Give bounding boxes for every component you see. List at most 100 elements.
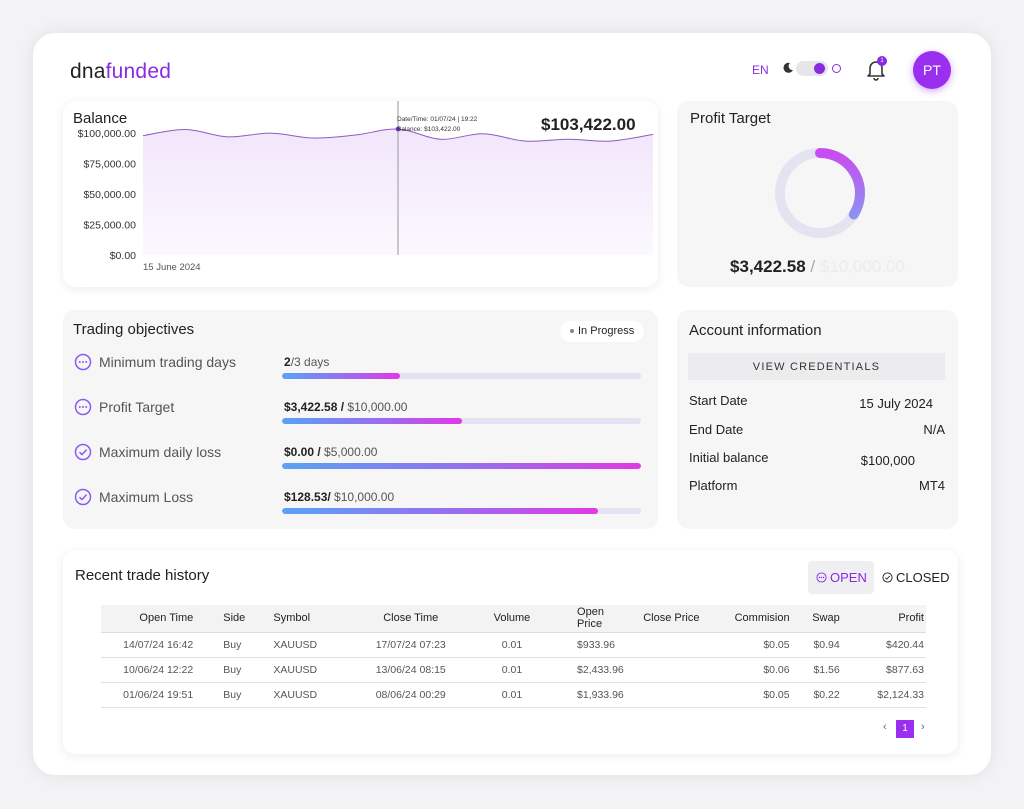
y-tick-label: $0.00 [110, 250, 136, 262]
trading-objectives-card: Trading objectives In Progress Minimum t… [63, 310, 658, 529]
language-selector[interactable]: EN [752, 63, 769, 77]
table-cell: $0.05 [711, 632, 794, 658]
x-axis-label: 15 June 2024 [143, 262, 201, 273]
table-cell [631, 657, 712, 683]
trade-history-card: Recent trade history OPEN CLOSED Open Ti… [63, 550, 958, 754]
objective-value: $3,422.58 / $10,000.00 [284, 400, 408, 414]
column-header[interactable]: Close Time [340, 605, 481, 633]
prev-page-button[interactable]: ‹ [883, 721, 887, 733]
profit-values: $3,422.58 / $10,000.00 [677, 257, 958, 277]
dots-circle-icon [74, 398, 92, 416]
tab-open-label: OPEN [830, 570, 867, 585]
column-header[interactable]: Open Price [543, 605, 632, 633]
avatar[interactable]: PT [913, 51, 951, 89]
balance-card: Balance $100,000.00 $75,000.00 $50,000.00 $… [63, 101, 658, 287]
table-cell: 08/06/24 00:29 [340, 682, 481, 708]
table-cell: Buy [199, 682, 256, 708]
column-header[interactable]: Side [199, 605, 256, 633]
account-value: $100,000 [860, 453, 915, 468]
table-cell: 0.01 [480, 632, 544, 658]
profit-target-value: $10,000.00 [819, 257, 905, 276]
sun-icon [832, 64, 841, 73]
status-badge: In Progress [560, 321, 645, 342]
objective-min-days: Minimum trading days 2/3 days [63, 353, 658, 393]
objectives-title: Trading objectives [73, 321, 195, 338]
table-row[interactable]: 01/06/24 19:51 Buy XAUUSD 08/06/24 00:29… [101, 682, 926, 708]
check-circle-icon [74, 443, 92, 461]
y-tick-label: $50,000.00 [83, 189, 136, 201]
theme-toggle[interactable] [796, 61, 828, 76]
table-cell: 17/07/24 07:23 [340, 632, 481, 658]
account-value: MT4 [919, 478, 945, 493]
table-cell: XAUUSD [255, 657, 341, 683]
page-button[interactable]: 1 [896, 720, 914, 738]
donut-progress-arc [815, 148, 865, 220]
profit-target-card: Profit Target $3,422.58 / $10,000.00 [677, 101, 958, 287]
table-row[interactable]: 10/06/24 12:22 Buy XAUUSD 13/06/24 08:15… [101, 657, 926, 683]
progress-fill [282, 508, 598, 514]
dots-circle-icon [74, 353, 92, 371]
progress-fill [282, 418, 462, 424]
y-tick-label: $75,000.00 [83, 159, 136, 171]
column-header[interactable]: Volume [480, 605, 544, 633]
objective-progress-bar [282, 373, 641, 379]
table-cell: $877.63 [843, 657, 926, 683]
tab-closed[interactable]: CLOSED [874, 561, 957, 594]
table-cell: $2,433.96 [543, 657, 632, 683]
progress-fill [282, 373, 401, 379]
tab-open[interactable]: OPEN [808, 561, 874, 594]
table-cell: XAUUSD [255, 632, 341, 658]
objective-progress-bar [282, 463, 641, 469]
table-cell [631, 682, 712, 708]
account-value: N/A [923, 422, 945, 437]
account-information-card: Account information VIEW CREDENTIALS Sta… [677, 310, 958, 529]
account-title: Account information [689, 322, 822, 339]
account-key: Platform [689, 478, 738, 493]
column-header[interactable]: Profit [843, 605, 926, 633]
objective-progress-bar [282, 508, 641, 514]
trade-history-table: Open Time Side Symbol Close Time Volume … [101, 605, 926, 708]
next-page-button[interactable]: › [921, 721, 925, 733]
objective-progress-bar [282, 418, 641, 424]
dots-circle-icon [816, 572, 827, 583]
column-header[interactable]: Close Price [631, 605, 712, 633]
table-cell: $2,124.33 [843, 682, 926, 708]
profit-separator: / [810, 257, 816, 276]
tab-closed-label: CLOSED [896, 570, 950, 585]
table-cell: $420.44 [843, 632, 926, 658]
check-circle-icon [882, 572, 893, 583]
logo-light-text: funded [105, 60, 172, 83]
table-cell: 01/06/24 19:51 [101, 682, 200, 708]
column-header[interactable]: Open Time [101, 605, 200, 633]
view-credentials-button[interactable]: VIEW CREDENTIALS [688, 353, 945, 380]
account-key: Initial balance [689, 450, 769, 465]
moon-icon [783, 62, 793, 73]
notification-badge: 1 [877, 56, 887, 66]
table-cell: XAUUSD [255, 682, 341, 708]
logo[interactable]: dnafunded [70, 60, 171, 84]
objective-value: $128.53/ $10,000.00 [284, 490, 395, 504]
objective-profit-target: Profit Target $3,422.58 / $10,000.00 [63, 398, 658, 438]
table-cell: $1.56 [793, 657, 844, 683]
profit-target-title: Profit Target [690, 110, 771, 127]
profit-current: $3,422.58 [730, 257, 806, 276]
status-badge-label: In Progress [578, 325, 635, 337]
y-tick-label: $25,000.00 [83, 220, 136, 232]
check-circle-icon [74, 488, 92, 506]
objective-label: Maximum Loss [99, 489, 194, 505]
objective-label: Maximum daily loss [99, 444, 222, 460]
column-header[interactable]: Symbol [255, 605, 341, 633]
trade-history-title: Recent trade history [75, 567, 210, 584]
column-header[interactable]: Commision [711, 605, 794, 633]
table-row[interactable]: 14/07/24 16:42 Buy XAUUSD 17/07/24 07:23… [101, 632, 926, 658]
table-cell: $1,933.96 [543, 682, 632, 708]
hover-point[interactable] [395, 126, 401, 132]
table-cell: Buy [199, 632, 256, 658]
table-cell: 14/07/24 16:42 [101, 632, 200, 658]
tooltip-date: Date/Time: 01/07/24 | 19:22 [397, 116, 478, 123]
column-header[interactable]: Swap [793, 605, 844, 633]
table-cell: $0.06 [711, 657, 794, 683]
table-cell: $0.22 [793, 682, 844, 708]
logo-dark-text: dna [70, 60, 106, 83]
table-header-row: Open Time Side Symbol Close Time Volume … [101, 605, 926, 633]
